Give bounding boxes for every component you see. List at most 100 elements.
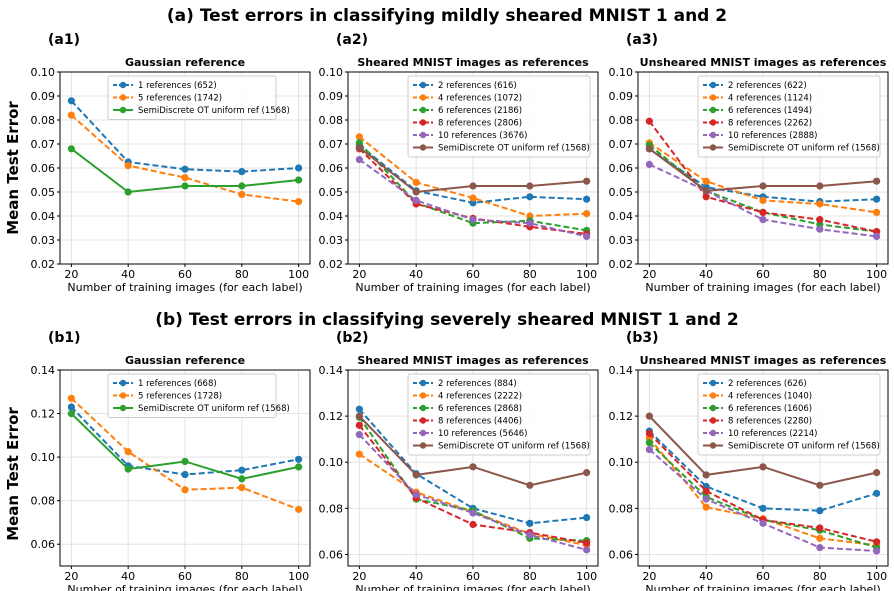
data-point (238, 475, 246, 483)
x-tick-label: 20 (64, 570, 78, 583)
x-tick-label: 80 (813, 570, 827, 583)
legend-box (407, 75, 591, 158)
data-point (645, 145, 653, 153)
data-point (412, 196, 420, 204)
row-b-title: (b) Test errors in classifying severely … (155, 310, 739, 330)
y-tick-label: 0.04 (31, 210, 56, 223)
data-point (295, 164, 303, 172)
legend-marker (709, 404, 717, 412)
y-tick-label: 0.06 (609, 548, 634, 561)
x-axis-label: Number of training images (for each labe… (67, 583, 302, 591)
x-tick-label: 40 (409, 570, 423, 583)
series-line-2 (358, 142, 587, 232)
data-point (295, 463, 303, 471)
data-point (355, 144, 363, 152)
y-tick-label: 0.09 (609, 90, 634, 103)
x-tick-label: 80 (523, 570, 537, 583)
panel-title: Gaussian reference (125, 354, 245, 367)
y-tick-label: 0.10 (609, 456, 634, 469)
legend-entry: SemiDiscrete OT uniform ref (1568) (438, 144, 590, 154)
y-tick-label: 0.08 (31, 495, 56, 508)
data-point (181, 174, 189, 182)
x-axis-label: Number of training images (for each labe… (67, 281, 302, 294)
panel-tag: (b3) (626, 330, 659, 346)
data-point (67, 145, 75, 153)
panels: (a1) Gaussian reference 0.02 0.03 0.04 0.05 0.… (31, 32, 889, 591)
x-tick-label: 100 (576, 570, 597, 583)
x-tick-label: 60 (466, 268, 480, 281)
data-point (702, 495, 710, 503)
legend-marker (419, 144, 427, 151)
data-point (583, 539, 591, 547)
legend: 2 references (616) 4 references (1072) 6 r… (407, 75, 591, 158)
data-point (759, 208, 767, 216)
data-point (526, 531, 534, 539)
data-point (759, 182, 767, 190)
x-tick-label: 80 (523, 268, 537, 281)
y-tick-label: 0.12 (319, 410, 344, 423)
data-point (469, 509, 477, 517)
data-point (759, 463, 767, 471)
legend-marker (709, 442, 717, 449)
data-point (355, 156, 363, 164)
y-tick-label: 0.08 (319, 502, 344, 515)
data-point (759, 504, 767, 512)
legend-marker (709, 144, 717, 151)
data-point (702, 487, 710, 495)
legend-marker (709, 379, 717, 387)
legend-entry: 6 references (2868) (438, 404, 522, 414)
x-tick-label: 60 (756, 570, 770, 583)
data-point (295, 176, 303, 184)
x-axis-label: Number of training images (for each labe… (355, 281, 590, 294)
y-tick-label: 0.02 (319, 258, 344, 271)
data-point (645, 160, 653, 168)
legend-marker (119, 106, 127, 114)
data-point (873, 232, 881, 240)
data-point (412, 471, 420, 479)
x-tick-label: 40 (699, 268, 713, 281)
panel-tag: (b2) (336, 330, 369, 346)
data-point (816, 481, 824, 489)
panel-title: Sheared MNIST images as references (357, 354, 589, 367)
x-tick-label: 40 (699, 570, 713, 583)
legend: 2 references (626) 4 references (1040) 6 r… (697, 373, 881, 456)
legend: 1 references (652) 5 references (1742) Sem… (107, 75, 290, 120)
data-point (759, 216, 767, 224)
data-point (873, 538, 881, 546)
data-point (816, 182, 824, 190)
panel-b1: (b1) Gaussian reference 0.06 0.08 0.10 0.12 0.… (31, 330, 311, 591)
y-tick-label: 0.10 (31, 66, 56, 79)
legend-entry: 5 references (1728) (138, 392, 222, 402)
data-point (645, 117, 653, 125)
panel-tag: (b1) (48, 330, 81, 346)
y-tick-label: 0.03 (319, 234, 344, 247)
x-tick-label: 60 (178, 268, 192, 281)
x-tick-label: 20 (64, 268, 78, 281)
x-tick-label: 20 (642, 570, 656, 583)
legend-entry: 6 references (1494) (728, 106, 812, 116)
data-point (816, 216, 824, 224)
legend-entry: SemiDiscrete OT uniform ref (1568) (138, 106, 290, 116)
series-line-1 (70, 114, 299, 203)
y-tick-label: 0.10 (31, 451, 56, 464)
panel-a3: (a3) Unsheared MNIST images as references… (609, 32, 889, 294)
legend-box (697, 75, 881, 158)
data-point (295, 198, 303, 206)
legend-entry: 10 references (5646) (438, 429, 528, 439)
y-tick-label: 0.06 (319, 548, 344, 561)
y-tick-label: 0.08 (319, 114, 344, 127)
legend-box (107, 373, 277, 418)
x-tick-label: 100 (288, 570, 309, 583)
data-point (873, 195, 881, 203)
y-tick-label: 0.10 (319, 456, 344, 469)
panel-a1: (a1) Gaussian reference 0.02 0.03 0.04 0.05 0.… (31, 32, 311, 294)
legend-box (107, 75, 277, 120)
data-point (873, 208, 881, 216)
data-point (181, 165, 189, 173)
data-point (238, 182, 246, 190)
legend-marker (119, 81, 127, 89)
legend-marker (419, 119, 427, 126)
x-tick-label: 40 (121, 268, 135, 281)
legend: 1 references (668) 5 references (1728) Sem… (107, 373, 290, 418)
panel-title: Sheared MNIST images as references (357, 56, 589, 69)
